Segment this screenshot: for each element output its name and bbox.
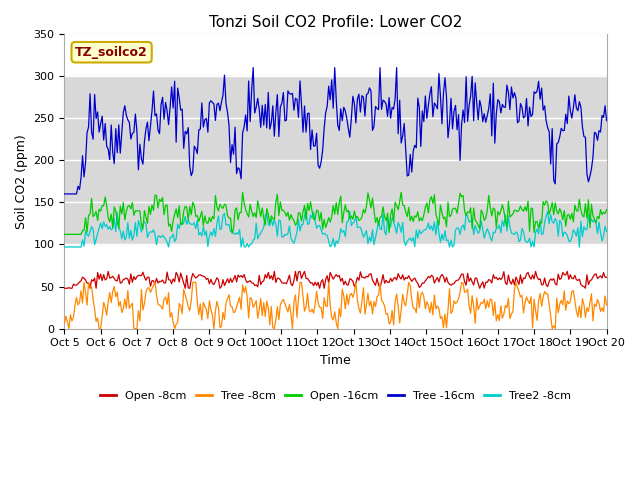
Y-axis label: Soil CO2 (ppm): Soil CO2 (ppm) (15, 134, 28, 228)
Legend: Open -8cm, Tree -8cm, Open -16cm, Tree -16cm, Tree2 -8cm: Open -8cm, Tree -8cm, Open -16cm, Tree -… (95, 387, 576, 406)
Text: TZ_soilco2: TZ_soilco2 (76, 46, 148, 59)
X-axis label: Time: Time (320, 354, 351, 367)
Bar (65, 76, 607, 244)
Title: Tonzi Soil CO2 Profile: Lower CO2: Tonzi Soil CO2 Profile: Lower CO2 (209, 15, 462, 30)
